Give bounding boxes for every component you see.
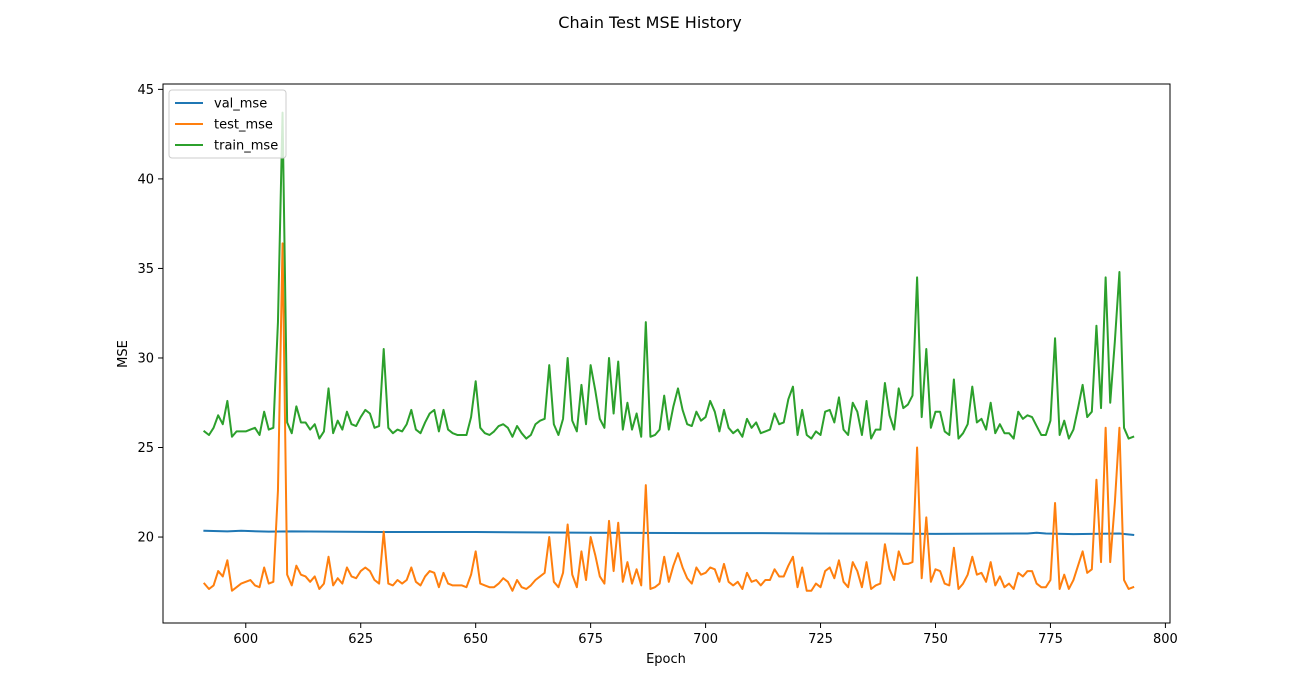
legend-box — [168, 89, 287, 159]
y-tick-label: 20 — [137, 531, 154, 546]
series-line-train-mse — [202, 111, 1135, 440]
x-axis: 600 625 650 675 700 725 750 775 800 — [233, 623, 1178, 647]
y-tick-label: 30 — [137, 351, 154, 366]
y-tick-label: 35 — [137, 262, 154, 277]
y-axis: 20 25 30 35 40 45 — [137, 83, 163, 546]
legend: val_mse test_mse train_mse — [168, 89, 287, 159]
x-tick-label: 650 — [463, 632, 488, 647]
y-tick-label: 25 — [137, 441, 154, 456]
x-tick-label: 775 — [1038, 632, 1063, 647]
legend-label-test-mse: test_mse — [214, 118, 273, 133]
legend-label-val-mse: val_mse — [214, 97, 267, 112]
chart-title: Chain Test MSE History — [558, 13, 741, 32]
y-tick-label: 45 — [137, 83, 154, 98]
x-tick-label: 625 — [348, 632, 373, 647]
legend-label-train-mse: train_mse — [214, 139, 278, 154]
x-tick-label: 600 — [233, 632, 258, 647]
series-layer — [202, 111, 1135, 592]
x-tick-label: 725 — [808, 632, 833, 647]
series-line-val-mse — [203, 529, 1135, 536]
x-tick-label: 700 — [693, 632, 718, 647]
x-tick-label: 675 — [578, 632, 603, 647]
series-line-test-mse — [202, 242, 1135, 592]
x-tick-label: 750 — [923, 632, 948, 647]
x-tick-label: 800 — [1153, 632, 1178, 647]
y-tick-label: 40 — [137, 172, 154, 187]
x-axis-label: Epoch — [646, 652, 686, 667]
y-axis-label: MSE — [116, 340, 131, 368]
plot-frame — [162, 83, 1171, 624]
